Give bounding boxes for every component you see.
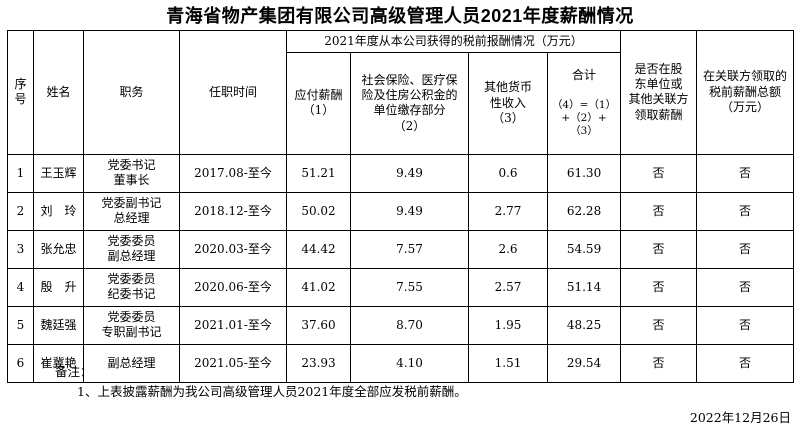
header-position: 职务 <box>83 30 180 155</box>
cell-payable: 37.60 <box>286 305 351 345</box>
cell-shareholder: 否 <box>620 267 698 307</box>
note-item-1: 1、上表披露薪酬为我公司高级管理人员2021年度全部应发税前薪酬。 <box>77 384 467 400</box>
cell-position: 党委委员 副总经理 <box>83 229 180 269</box>
table-row: 3 张允忠 党委委员 副总经理 2020.03-至今 44.42 7.57 2.… <box>7 229 795 269</box>
cell-name: 刘 玲 <box>33 191 84 231</box>
cell-related: 否 <box>696 305 795 345</box>
cell-total: 29.54 <box>546 343 622 383</box>
cell-other: 2.77 <box>468 191 548 231</box>
cell-other: 1.51 <box>468 343 548 383</box>
cell-position: 党委委员 纪委书记 <box>83 267 180 307</box>
cell-total: 61.30 <box>546 153 622 193</box>
cell-total: 54.59 <box>546 229 622 269</box>
cell-other: 1.95 <box>468 305 548 345</box>
cell-total: 48.25 <box>546 305 622 345</box>
header-total-title: 合计 <box>572 68 597 83</box>
cell-seq: 2 <box>7 191 34 231</box>
header-total-formula: （4）=（1） +（2）+ （3） <box>551 99 617 138</box>
cell-tenure: 2020.03-至今 <box>179 229 287 269</box>
cell-payable: 23.93 <box>286 343 351 383</box>
table-row: 6 崔冀艳 副总经理 2021.05-至今 23.93 4.10 1.51 29… <box>7 343 795 383</box>
cell-tenure: 2020.06-至今 <box>179 267 287 307</box>
cell-social: 9.49 <box>350 191 469 231</box>
cell-name: 王玉辉 <box>33 153 84 193</box>
header-seq: 序 号 <box>7 30 34 155</box>
header-row-2: 应付薪酬 （1） 社会保险、医疗保 险及住房公积金的 单位缴存部分 （2） 其他… <box>8 52 794 155</box>
cell-shareholder: 否 <box>620 229 698 269</box>
cell-total: 51.14 <box>546 267 622 307</box>
table-header: 序 号 姓名 职务 任职时间 2021年度从本公司获得的税前报酬情况（万元） 是… <box>7 30 795 155</box>
table-row: 4 殷 升 党委委员 纪委书记 2020.06-至今 41.02 7.55 2.… <box>7 267 795 307</box>
cell-tenure: 2021.05-至今 <box>179 343 287 383</box>
cell-position: 党委副书记 总经理 <box>83 191 180 231</box>
cell-seq: 5 <box>7 305 34 345</box>
document-date: 2022年12月26日 <box>689 410 791 425</box>
cell-shareholder: 否 <box>620 305 698 345</box>
header-shareholder: 是否在股 东单位或 其他关联方 领取薪酬 <box>620 30 698 155</box>
cell-other: 0.6 <box>468 153 548 193</box>
notes-section: 备注： 1、上表披露薪酬为我公司高级管理人员2021年度全部应发税前薪酬。 <box>55 364 467 401</box>
cell-tenure: 2017.08-至今 <box>179 153 287 193</box>
cell-seq: 6 <box>7 343 34 383</box>
cell-seq: 3 <box>7 229 34 269</box>
cell-other: 2.6 <box>468 229 548 269</box>
table-row: 1 王玉辉 党委书记 董事长 2017.08-至今 51.21 9.49 0.6… <box>7 153 795 193</box>
cell-payable: 44.42 <box>286 229 351 269</box>
cell-payable: 50.02 <box>286 191 351 231</box>
notes-label: 备注： <box>55 364 93 379</box>
header-comp-group: 2021年度从本公司获得的税前报酬情况（万元） <box>285 30 622 53</box>
cell-position: 党委委员 专职副书记 <box>83 305 180 345</box>
header-row-1: 序 号 姓名 职务 任职时间 2021年度从本公司获得的税前报酬情况（万元） 是… <box>7 30 795 155</box>
header-payable: 应付薪酬 （1） <box>286 52 351 155</box>
cell-payable: 41.02 <box>286 267 351 307</box>
header-tenure: 任职时间 <box>179 30 287 155</box>
cell-shareholder: 否 <box>620 191 698 231</box>
table-body: 1 王玉辉 党委书记 董事长 2017.08-至今 51.21 9.49 0.6… <box>7 153 795 383</box>
cell-related: 否 <box>696 153 795 193</box>
cell-related: 否 <box>696 191 795 231</box>
cell-social: 4.10 <box>350 343 469 383</box>
cell-shareholder: 否 <box>620 343 698 383</box>
cell-name: 魏廷强 <box>33 305 84 345</box>
cell-position: 副总经理 <box>83 343 180 383</box>
cell-tenure: 2018.12-至今 <box>179 191 287 231</box>
cell-social: 9.49 <box>350 153 469 193</box>
cell-related: 否 <box>696 343 795 383</box>
header-total: 合计 （4）=（1） +（2）+ （3） <box>546 52 622 155</box>
cell-payable: 51.21 <box>286 153 351 193</box>
header-name: 姓名 <box>33 30 84 155</box>
cell-shareholder: 否 <box>620 153 698 193</box>
cell-name: 张允忠 <box>33 229 84 269</box>
compensation-table: 序 号 姓名 职务 任职时间 2021年度从本公司获得的税前报酬情况（万元） 是… <box>7 30 795 383</box>
cell-tenure: 2021.01-至今 <box>179 305 287 345</box>
cell-social: 7.57 <box>350 229 469 269</box>
header-social: 社会保险、医疗保 险及住房公积金的 单位缴存部分 （2） <box>350 52 469 155</box>
cell-position: 党委书记 董事长 <box>83 153 180 193</box>
cell-name: 崔冀艳 <box>33 343 84 383</box>
header-related: 在关联方领取的 税前薪酬总额 （万元） <box>696 30 795 155</box>
page-title: 青海省物产集团有限公司高级管理人员2021年度薪酬情况 <box>166 6 634 26</box>
cell-social: 7.55 <box>350 267 469 307</box>
cell-other: 2.57 <box>468 267 548 307</box>
cell-related: 否 <box>696 229 795 269</box>
cell-seq: 4 <box>7 267 34 307</box>
table-row: 5 魏廷强 党委委员 专职副书记 2021.01-至今 37.60 8.70 1… <box>7 305 795 345</box>
cell-social: 8.70 <box>350 305 469 345</box>
cell-name: 殷 升 <box>33 267 84 307</box>
header-other: 其他货币 性收入 （3） <box>468 52 548 155</box>
cell-total: 62.28 <box>546 191 622 231</box>
cell-seq: 1 <box>7 153 34 193</box>
cell-related: 否 <box>696 267 795 307</box>
table-row: 2 刘 玲 党委副书记 总经理 2018.12-至今 50.02 9.49 2.… <box>7 191 795 231</box>
